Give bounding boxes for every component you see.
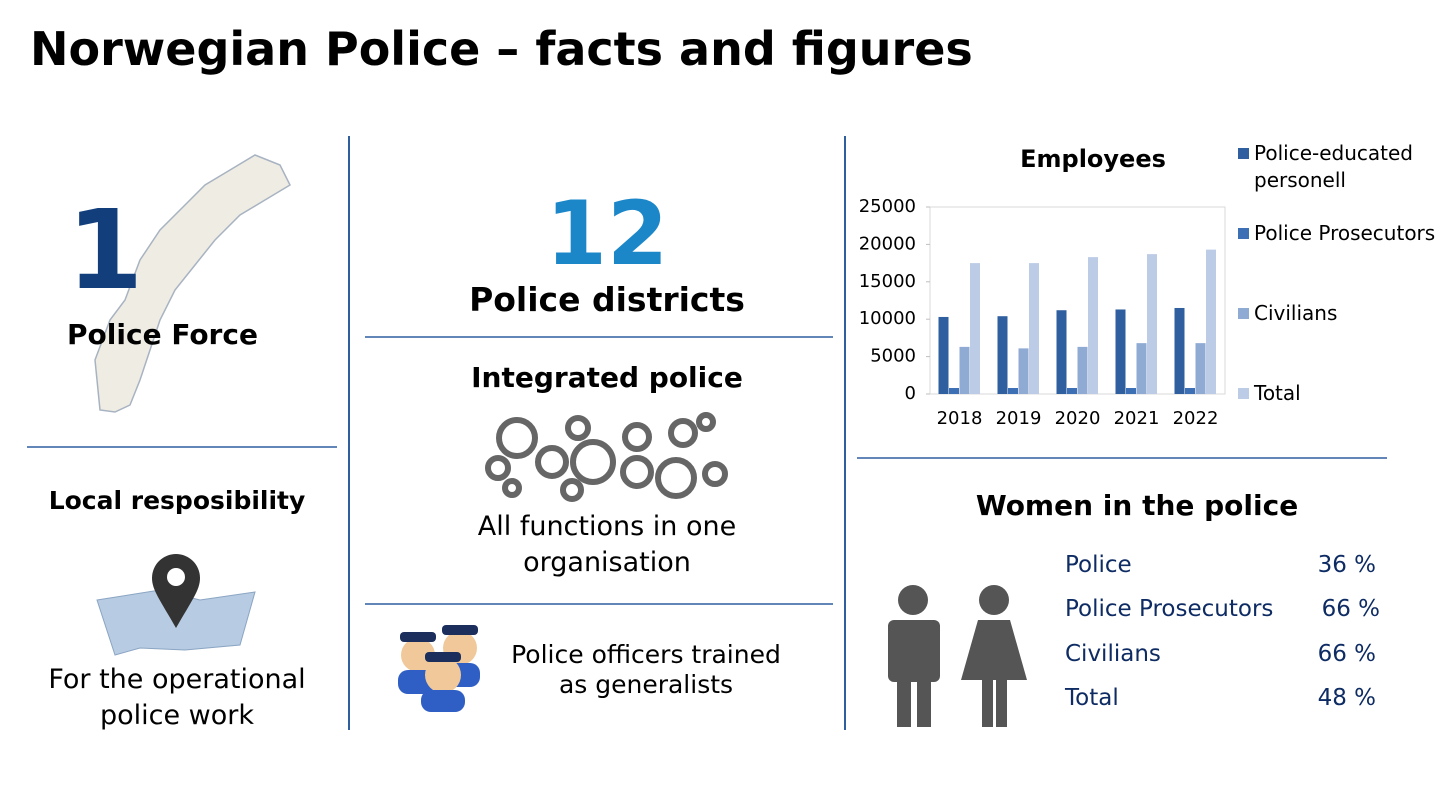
legend-label: Total: [1254, 381, 1301, 405]
x-tick-label: 2020: [1055, 408, 1101, 429]
legend-swatch: [1238, 308, 1249, 319]
gears-icon: [485, 412, 728, 502]
big-number: 1: [66, 186, 144, 314]
bar: [1147, 254, 1157, 394]
officers-icon: [398, 625, 480, 712]
employees-chart: 0 5000 10000 15000 20000 25000 2018 2019 2020 202…: [859, 148, 1249, 429]
y-tick-label: 15000: [859, 271, 916, 292]
legend-label: Police Prosecutors: [1254, 221, 1436, 245]
bar: [938, 316, 949, 394]
heading: Integrated police: [471, 361, 743, 394]
bar: [1136, 343, 1147, 394]
row-label: Civilians: [1065, 641, 1161, 667]
bar: [970, 263, 980, 394]
bar: [1077, 346, 1088, 394]
heading: Women in the police: [975, 489, 1299, 522]
text: Police officers trained as generalists: [511, 640, 781, 699]
map-pin-icon: [96, 554, 256, 656]
bar: [949, 388, 959, 394]
bar: [1088, 257, 1098, 394]
bar: [1029, 263, 1039, 394]
bar: [1067, 388, 1077, 394]
bar: [1018, 348, 1029, 394]
y-tick-label: 10000: [859, 308, 916, 329]
y-tick-label: 25000: [859, 196, 916, 217]
x-tick-label: 2022: [1173, 408, 1219, 429]
row-label: Total: [1065, 685, 1119, 711]
bar: [1008, 388, 1018, 394]
norway-map: [94, 154, 291, 413]
row-value: 66 %: [1317, 641, 1376, 667]
bar: [997, 316, 1008, 394]
legend-label: Civilians: [1254, 301, 1338, 325]
row-value: 66 %: [1321, 596, 1380, 622]
row-label: Police: [1065, 552, 1132, 578]
bar: [1195, 343, 1206, 394]
x-tick-label: 2021: [1114, 408, 1160, 429]
row-label: Police Prosecutors: [1065, 596, 1274, 622]
bar: [1115, 309, 1126, 394]
people-icon: [888, 585, 1027, 727]
legend-label: Police-educated personell: [1254, 141, 1413, 192]
bar: [959, 346, 970, 394]
y-tick-label: 5000: [870, 346, 916, 367]
text: For the operational police work: [48, 664, 306, 731]
y-tick-label: 20000: [859, 233, 916, 254]
bar: [1185, 388, 1195, 394]
bar: [1056, 310, 1067, 394]
legend-swatch: [1238, 148, 1249, 159]
text: All functions in one organisation: [477, 511, 737, 578]
big-number: 12: [545, 182, 669, 285]
bar: [1174, 307, 1185, 394]
label: Police Force: [67, 318, 258, 351]
legend-swatch: [1238, 228, 1249, 239]
legend-swatch: [1238, 388, 1249, 399]
x-tick-label: 2018: [937, 408, 983, 429]
slide-title: Norwegian Police – facts and figures: [30, 22, 973, 76]
chart-title: Employees: [1020, 145, 1166, 173]
row-value: 48 %: [1317, 685, 1376, 711]
y-tick-label: 0: [905, 383, 916, 404]
heading: Local resposibility: [48, 486, 306, 515]
label: Police districts: [469, 280, 745, 319]
x-tick-label: 2019: [996, 408, 1042, 429]
bar: [1206, 249, 1216, 394]
bar: [1126, 388, 1136, 394]
row-value: 36 %: [1317, 552, 1376, 578]
